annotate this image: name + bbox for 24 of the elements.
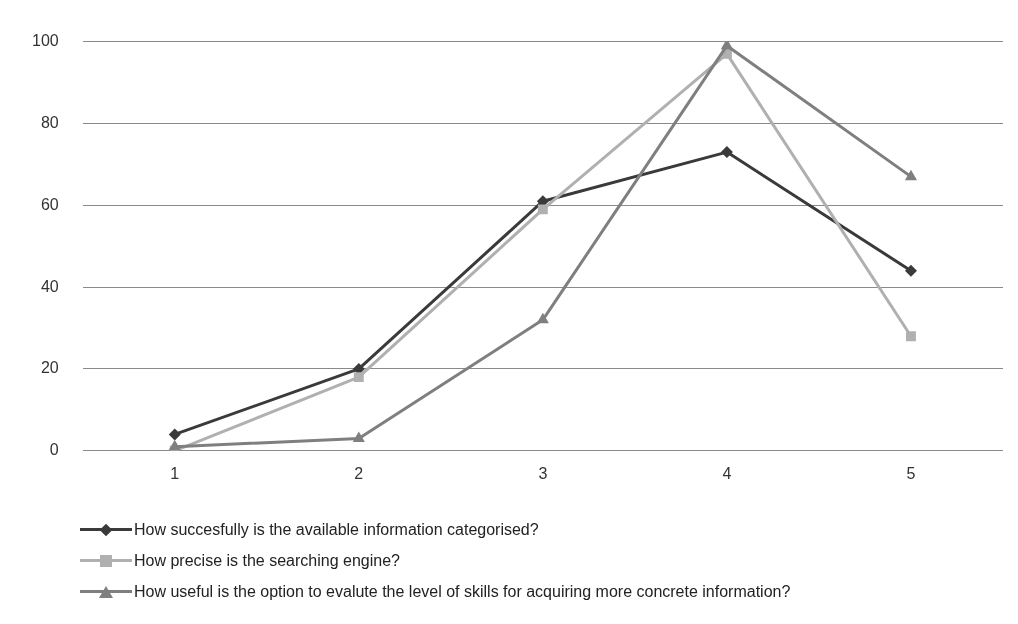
y-tick-label: 40	[40, 277, 59, 295]
x-tick-label: 2	[354, 464, 364, 482]
point	[906, 331, 916, 342]
point	[353, 372, 364, 383]
y-tick-label: 20	[40, 359, 59, 377]
x-tick-label: 3	[538, 464, 548, 482]
point	[168, 439, 181, 451]
y-tick-label: 60	[40, 195, 59, 213]
legend-label: How useful is the option to evalute the level of skills for acquiring more concrete information?	[134, 582, 791, 601]
point	[536, 312, 549, 324]
y-tick-label: 0	[49, 441, 59, 459]
legend-label: How precise is the searching engine?	[134, 551, 400, 570]
point	[352, 431, 365, 443]
legend-label: How succesfully is the available information categorised?	[134, 520, 539, 539]
x-tick-label: 5	[906, 464, 916, 482]
y-tick-label: 80	[40, 113, 59, 131]
point	[168, 428, 181, 441]
point	[904, 169, 918, 181]
x-tick-label: 1	[170, 464, 180, 482]
x-tick-label: 4	[722, 464, 732, 482]
y-tick-label: 100	[31, 32, 59, 50]
point	[537, 204, 548, 215]
point	[720, 146, 733, 159]
point	[904, 264, 917, 277]
